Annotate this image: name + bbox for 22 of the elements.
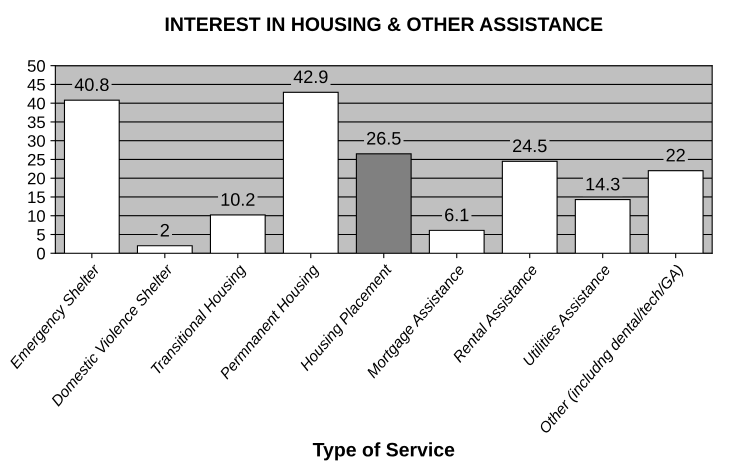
- data-label: 24.5: [513, 139, 547, 152]
- y-tick-label: 30: [28, 135, 45, 147]
- y-tick-label: 5: [37, 229, 45, 241]
- data-label: 14.3: [586, 178, 620, 190]
- data-label: 40.8: [74, 78, 109, 92]
- y-tick-label: 0: [37, 248, 45, 260]
- chart-title: INTEREST IN HOUSING & OTHER ASSISTANCE: [166, 17, 602, 32]
- data-label: 26.5: [367, 132, 401, 145]
- x-axis-title: Type of Service: [312, 442, 454, 460]
- y-tick-label: 10: [28, 210, 45, 222]
- y-tick-label: 35: [28, 116, 45, 128]
- data-label: 6.1: [445, 208, 468, 222]
- data-label: 2: [160, 224, 169, 236]
- y-tick-label: 45: [27, 78, 45, 91]
- data-label: 22: [666, 148, 685, 162]
- y-tick-label: 50: [28, 60, 45, 72]
- y-tick-label: 15: [28, 192, 45, 204]
- data-label: 10.2: [222, 193, 254, 206]
- y-tick-label: 20: [28, 172, 45, 184]
- data-label: 42.9: [294, 70, 328, 84]
- y-tick-label: 40: [27, 98, 45, 110]
- y-tick-label: 25: [28, 154, 45, 166]
